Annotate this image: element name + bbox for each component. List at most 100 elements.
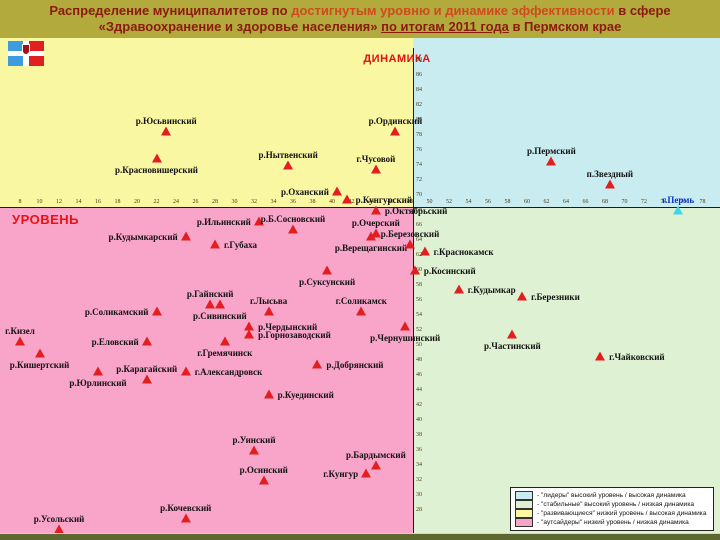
municipality-label: р.Пермский: [526, 146, 576, 157]
x-tick-label: 26: [192, 199, 199, 205]
municipality-label: р.Ординский: [368, 116, 423, 127]
municipality-label: р.Октябрьский: [384, 206, 448, 216]
legend: - "лидеры" высокий уровень / высокая дин…: [510, 487, 714, 531]
municipality-point: [214, 299, 225, 309]
y-tick-label: 68: [416, 207, 422, 213]
municipality-point: [356, 306, 367, 316]
municipality-label: р.Кудымкарский: [108, 232, 178, 243]
legend-label: - "развивающиеся" низкий уровень / высок…: [537, 510, 707, 517]
municipality-label: р.Карагайский: [116, 363, 178, 374]
municipality-label: р.Красновишерский: [115, 164, 198, 175]
y-tick-label: 54: [416, 312, 422, 318]
x-tick-label: 66: [582, 199, 589, 205]
title-line-2: «Здравоохранение и здоровье населения» п…: [0, 19, 720, 35]
y-tick-label: 62: [416, 252, 422, 258]
title-segment: «Здравоохранение и здоровье населения»: [98, 19, 382, 34]
y-tick-label: 44: [416, 387, 422, 393]
y-tick-label: 80: [416, 117, 422, 123]
y-tick-label: 86: [416, 72, 422, 78]
x-tick-label: 12: [56, 199, 62, 205]
municipality-label: г.Чусовой: [356, 153, 396, 164]
x-tick-label: 22: [153, 199, 160, 205]
x-tick-label: 18: [114, 199, 121, 205]
flag-quarter: [8, 41, 23, 51]
y-tick-label: 70: [416, 192, 422, 198]
municipality-label: р.Чернушинский: [370, 333, 441, 344]
municipality-label: р.Очерский: [351, 217, 400, 228]
legend-label: - "стабильные" высокий уровень / низкая …: [537, 501, 695, 508]
municipality-label: г.Пермь: [662, 195, 695, 205]
municipality-label: р.Кишертский: [9, 359, 70, 370]
municipality-point: [249, 445, 259, 455]
municipality-point: [312, 359, 323, 369]
municipality-point: [453, 284, 464, 294]
municipality-label: р.Оханский: [281, 187, 329, 198]
municipality-point: [370, 164, 381, 174]
quadrant-outsiders: [0, 207, 413, 533]
municipality-point: [409, 265, 420, 275]
municipality-label: р.Куединский: [277, 389, 334, 400]
municipality-label: р.Верещагинский: [334, 243, 408, 254]
quadrant-stable: [413, 207, 720, 533]
municipality-label: п.Звездный: [586, 168, 634, 179]
municipality-label: г.Александровск: [194, 367, 263, 378]
municipality-point: [341, 194, 352, 204]
flag-quarter: [29, 56, 44, 66]
x-tick-label: 52: [446, 199, 452, 205]
municipality-point: [258, 475, 269, 485]
x-tick-label: 24: [173, 199, 179, 205]
municipality-point: [219, 336, 230, 346]
y-tick-label: 34: [416, 462, 422, 468]
municipality-label: г.Кунгур: [323, 468, 359, 479]
y-tick-label: 32: [416, 477, 422, 483]
municipality-point: [390, 126, 401, 136]
municipality-point: [244, 321, 255, 331]
municipality-point: [263, 389, 274, 399]
y-tick-label: 42: [416, 402, 422, 408]
municipality-label: р.Кунгурский: [355, 194, 413, 205]
x-tick-label: 76: [680, 199, 686, 205]
x-tick-label: 40: [329, 199, 335, 205]
legend-swatch: [515, 509, 533, 518]
municipality-point: [180, 231, 191, 241]
y-tick-label: 38: [416, 432, 422, 438]
slide-title: Распределение муниципалитетов по достигн…: [0, 0, 720, 38]
municipality-point: [210, 239, 220, 249]
municipality-label: р.Горнозаводский: [258, 329, 331, 340]
municipality-point: [419, 246, 430, 256]
x-tick-label: 54: [465, 199, 472, 205]
x-tick-label: 60: [524, 199, 530, 205]
municipality-label: р.Косинский: [423, 266, 476, 276]
x-tick-label: 74: [660, 199, 667, 205]
municipality-label: р.Березовский: [380, 228, 440, 239]
quadrant-developing: [0, 38, 413, 207]
municipality-point: [54, 524, 64, 534]
legend-item: - "аутсайдеры" низкий уровень / низкая д…: [515, 518, 709, 527]
title-segment: в сфере: [614, 3, 671, 18]
y-tick-label: 78: [416, 132, 422, 138]
y-tick-label: 76: [416, 147, 422, 153]
x-tick-label: 70: [621, 199, 628, 205]
x-tick-label: 28: [212, 199, 218, 205]
quadrant-leaders: [413, 38, 720, 207]
title-segment-highlight: достигнутым уровню и динамике эффективно…: [291, 3, 615, 18]
y-tick-label: 36: [416, 447, 422, 453]
x-axis-line: [0, 207, 720, 208]
title-line-1: Распределение муниципалитетов по достигн…: [0, 3, 720, 19]
y-tick-label: 74: [416, 162, 422, 168]
municipality-point: [93, 366, 103, 376]
x-tick-label: 78: [699, 199, 706, 205]
municipality-point: [517, 291, 528, 301]
municipality-label: р.Уинский: [232, 435, 276, 445]
municipality-label: р.Чердынский: [258, 322, 318, 333]
municipality-point: [283, 160, 294, 170]
legend-label: - "аутсайдеры" низкий уровень / низкая д…: [537, 519, 689, 526]
legend-item: - "лидеры" высокий уровень / высокая дин…: [515, 491, 709, 500]
municipality-point: [546, 156, 557, 166]
municipality-label: р.Суксунский: [299, 277, 356, 287]
y-tick-label: 30: [416, 492, 422, 498]
municipality-label: г.Губаха: [224, 239, 257, 250]
municipality-label: р.Бардымский: [345, 450, 406, 460]
x-tick-label: 50: [426, 199, 433, 205]
